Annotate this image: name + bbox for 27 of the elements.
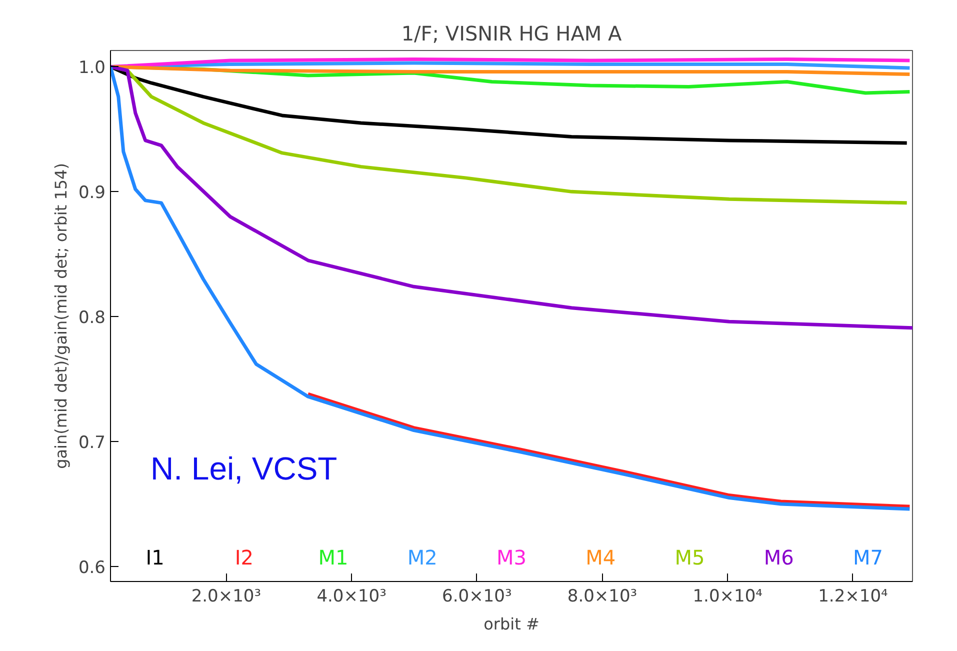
text: M6	[764, 546, 794, 570]
line-series	[110, 64, 912, 511]
line-series	[110, 64, 912, 330]
text: I2	[234, 546, 254, 570]
text: M2	[407, 546, 438, 570]
y-tick-label: 1.0	[78, 58, 106, 78]
text: M4	[586, 546, 616, 570]
annotation: N. Lei, VCST	[150, 450, 338, 486]
y-tick-label: 0.6	[78, 558, 106, 578]
y-tick-label: 0.7	[78, 433, 106, 454]
series-label: M7	[852, 546, 883, 570]
x-tick-label: 4.0×10³	[316, 586, 386, 606]
text: I1	[146, 546, 164, 570]
x-tick-label: 8.0×10³	[567, 586, 638, 606]
x-tick-label: 2.0×10³	[191, 586, 262, 606]
x-axis-title: orbit #	[484, 614, 540, 634]
text: M3	[496, 546, 526, 570]
y-tick-label: 0.8	[78, 308, 106, 328]
x-tick-label: 6.0×10³	[442, 586, 512, 606]
line-series	[110, 64, 912, 76]
x-tick-label: 1.0×10⁴	[692, 586, 763, 606]
y-tick-label: 0.9	[78, 183, 106, 204]
text: M5	[674, 546, 705, 570]
x-tick-label: 1.2×10⁴	[818, 586, 888, 606]
text: M1	[318, 546, 348, 570]
chart-title: 1/F; VISNIR HG HAM A	[401, 22, 622, 46]
y-axis-title: gain(mid det)/gain(mid det; orbit 154)	[51, 163, 70, 469]
